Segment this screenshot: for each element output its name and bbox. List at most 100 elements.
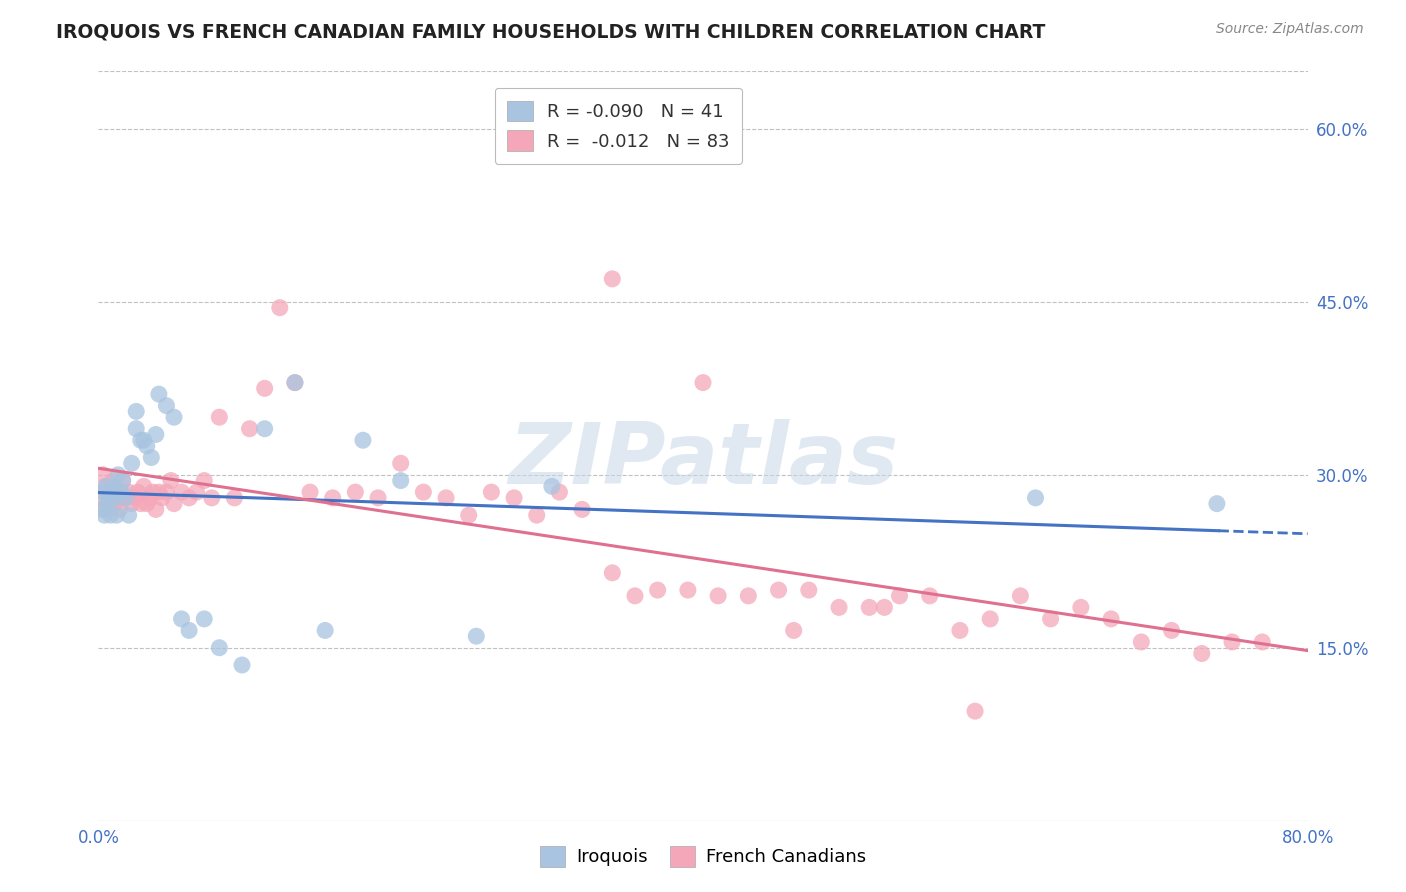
Point [96,497,118,511]
Point [208,410,231,425]
Point [93,508,115,523]
Point [104,491,127,505]
Point [231,658,253,673]
Point [145,502,167,516]
Point [125,404,148,418]
Point [118,485,141,500]
Point [253,381,276,395]
Point [503,491,526,505]
Point [434,491,457,505]
Point [1099,612,1122,626]
Point [127,485,149,500]
Point [160,474,183,488]
Point [186,485,208,500]
Point [201,491,224,505]
Point [389,456,412,470]
Point [132,479,155,493]
Text: IROQUOIS VS FRENCH CANADIAN FAMILY HOUSEHOLDS WITH CHILDREN CORRELATION CHART: IROQUOIS VS FRENCH CANADIAN FAMILY HOUSE… [56,22,1046,41]
Point [170,485,193,500]
Point [707,589,730,603]
Point [389,474,412,488]
Point [889,589,911,603]
Point [179,491,201,505]
Point [105,491,128,505]
Point [224,491,246,505]
Point [344,485,367,500]
Point [322,491,344,505]
Point [100,491,122,505]
Point [141,450,163,465]
Point [132,434,155,448]
Point [111,474,134,488]
Point [1010,589,1032,603]
Point [163,497,186,511]
Point [1191,647,1213,661]
Point [208,640,231,655]
Point [125,422,148,436]
Point [1039,612,1062,626]
Point [858,600,880,615]
Point [139,491,162,505]
Legend: Iroquois, French Canadians: Iroquois, French Canadians [533,838,873,874]
Point [101,485,124,500]
Point [101,485,124,500]
Point [284,376,307,390]
Point [179,624,201,638]
Point [163,410,186,425]
Point [111,474,134,488]
Point [94,479,117,493]
Text: Source: ZipAtlas.com: Source: ZipAtlas.com [1216,22,1364,37]
Point [142,485,165,500]
Point [624,589,647,603]
Point [110,485,132,500]
Point [114,491,136,505]
Point [155,485,177,500]
Point [783,624,806,638]
Point [1160,624,1182,638]
Point [1206,497,1229,511]
Point [129,497,152,511]
Point [1220,635,1243,649]
Text: ZIPatlas: ZIPatlas [508,419,898,502]
Point [239,422,262,436]
Point [93,502,115,516]
Point [1251,635,1274,649]
Point [90,491,112,505]
Point [314,624,336,638]
Point [965,704,987,718]
Point [918,589,941,603]
Point [367,491,389,505]
Point [692,376,714,390]
Point [828,600,851,615]
Point [107,467,129,482]
Point [91,467,114,482]
Point [571,502,593,516]
Point [352,434,374,448]
Point [299,485,322,500]
Point [108,502,131,516]
Point [602,566,624,580]
Point [269,301,291,315]
Point [647,583,669,598]
Point [979,612,1001,626]
Point [107,485,129,500]
Point [148,387,170,401]
Point [90,502,112,516]
Point [949,624,972,638]
Point [873,600,896,615]
Point [91,485,114,500]
Point [768,583,790,598]
Point [98,497,121,511]
Point [121,456,143,470]
Point [548,485,571,500]
Point [135,497,157,511]
Point [465,629,488,643]
Point [193,474,215,488]
Point [412,485,434,500]
Point [103,479,125,493]
Point [103,474,125,488]
Point [1024,491,1046,505]
Point [253,422,276,436]
Point [676,583,699,598]
Point [1070,600,1092,615]
